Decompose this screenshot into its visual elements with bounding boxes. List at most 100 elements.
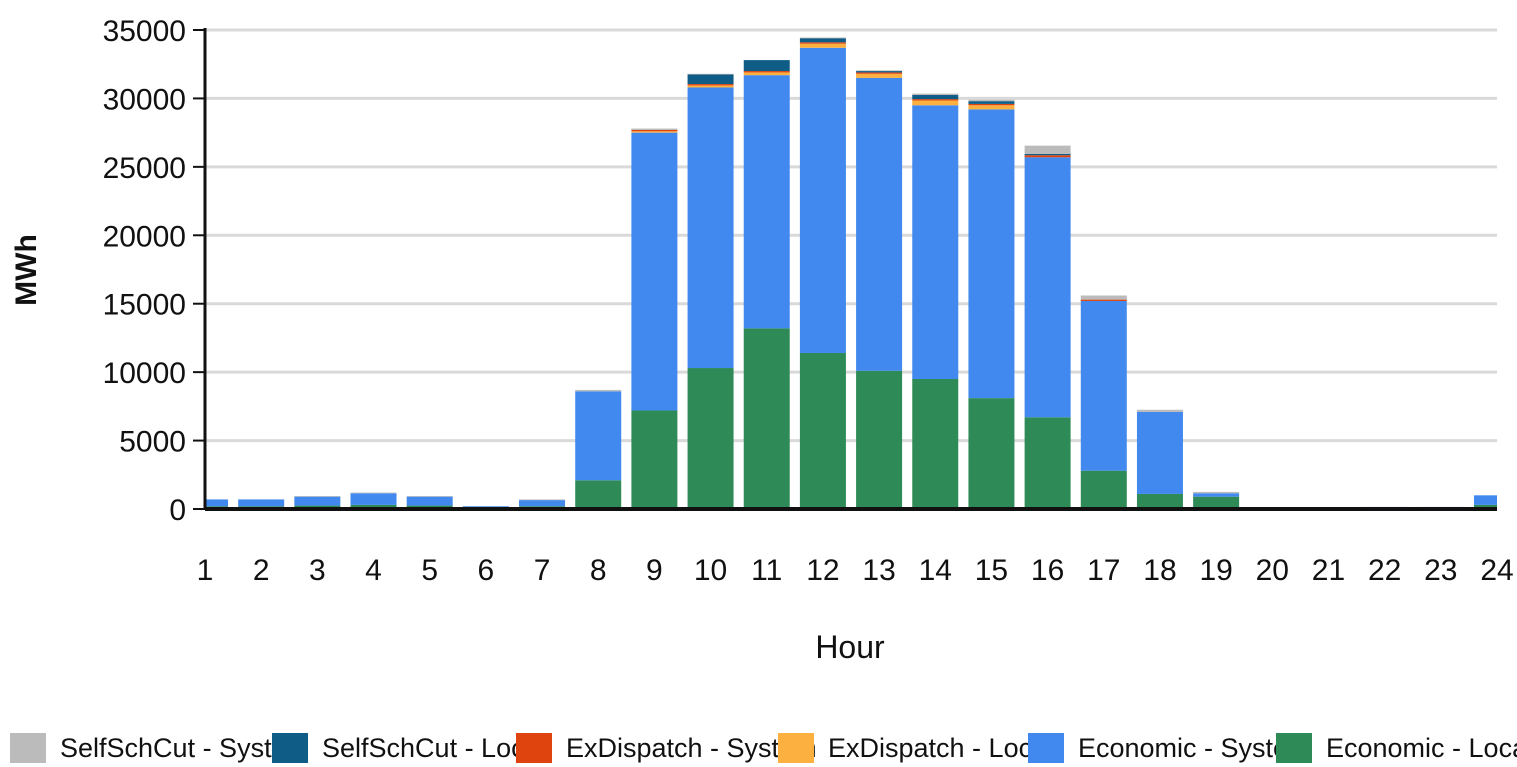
x-tick-label: 14 — [919, 554, 952, 587]
bar-segment — [799, 43, 846, 48]
x-tick-label: 15 — [975, 554, 1008, 587]
x-tick-label: 9 — [646, 554, 663, 587]
x-tick-label: 7 — [534, 554, 551, 587]
legend-swatch — [272, 733, 308, 763]
bar-segment — [687, 368, 734, 509]
bar-segment — [799, 37, 846, 39]
bar-segment — [687, 85, 734, 88]
bar-segment — [1024, 417, 1071, 509]
x-tick-label: 8 — [590, 554, 607, 587]
bar-segment — [856, 72, 903, 74]
x-tick-label: 21 — [1312, 554, 1345, 587]
bar-segment — [912, 95, 959, 100]
bar-segment — [968, 101, 1015, 104]
bar-segment — [1193, 491, 1240, 494]
x-tick-label: 11 — [751, 554, 782, 587]
x-tick-label: 22 — [1368, 554, 1401, 587]
bar-stack-hour-14 — [912, 93, 959, 509]
bar-segment — [968, 105, 1015, 110]
bar-stack-hour-4 — [350, 492, 397, 509]
y-tick-label: 10000 — [103, 357, 186, 390]
x-tick-label: 24 — [1480, 554, 1513, 587]
legend-item[interactable]: ExDispatch - Local — [778, 730, 1053, 766]
bar-segment — [687, 73, 734, 75]
legend-swatch — [778, 733, 814, 763]
legend-label: SelfSchCut - System — [60, 732, 310, 763]
bar-segment — [1193, 493, 1240, 497]
bar-segment — [743, 72, 790, 76]
bars — [205, 37, 1497, 509]
gridlines — [205, 28, 1497, 443]
bar-segment — [519, 500, 566, 507]
bar-segment — [968, 109, 1015, 399]
bar-segment — [799, 352, 846, 509]
bar-segment — [1474, 495, 1497, 505]
bar-segment — [1136, 411, 1183, 494]
legend-item[interactable]: SelfSchCut - System — [10, 730, 309, 766]
bar-segment — [1080, 470, 1127, 509]
bar-segment — [1024, 155, 1071, 158]
x-tick-label: 10 — [694, 554, 727, 587]
bar-segment — [687, 84, 734, 86]
bar-segment — [575, 389, 622, 392]
bar-segment — [519, 499, 566, 501]
bar-segment — [743, 328, 790, 509]
bar-segment — [968, 99, 1015, 102]
bar-segment — [1136, 493, 1183, 509]
bar-segment — [912, 93, 959, 96]
bar-segment — [743, 71, 790, 73]
legend-label: Economic - Local — [1326, 732, 1517, 763]
bar-segment — [687, 74, 734, 85]
bar-stack-hour-15 — [968, 99, 1015, 509]
x-tick-label: 4 — [365, 554, 382, 587]
bar-stack-hour-9 — [631, 128, 678, 509]
bar-segment — [1474, 504, 1497, 509]
x-tick-label: 1 — [197, 554, 214, 587]
bar-segment — [687, 87, 734, 369]
bar-segment — [350, 504, 397, 509]
x-tick-label: 19 — [1199, 554, 1232, 587]
legend-swatch — [1028, 733, 1064, 763]
legend-item[interactable]: Economic - Local — [1276, 730, 1517, 766]
bar-segment — [1136, 409, 1183, 412]
y-tick-label: 30000 — [103, 83, 186, 116]
bar-stack-hour-12 — [799, 37, 846, 509]
bar-segment — [631, 410, 678, 509]
y-axis-title: MWh — [10, 234, 43, 306]
x-axis-title: Hour — [815, 629, 885, 665]
bar-segment — [631, 131, 678, 133]
legend-item[interactable]: Economic - System — [1028, 730, 1311, 766]
legend-label: ExDispatch - Local — [828, 732, 1054, 763]
x-tick-label: 23 — [1424, 554, 1457, 587]
bar-segment — [856, 370, 903, 509]
legend-item[interactable]: ExDispatch - System — [516, 730, 817, 766]
legend-label: SelfSchCut - Local — [322, 732, 546, 763]
axes — [203, 28, 1497, 511]
bar-segment — [856, 71, 903, 73]
x-tick-label: 2 — [253, 554, 270, 587]
y-tick-label: 15000 — [103, 289, 186, 322]
x-tick-label: 13 — [862, 554, 895, 587]
bar-segment — [575, 391, 622, 481]
bar-stack-hour-16 — [1024, 145, 1071, 509]
bar-segment — [1080, 300, 1127, 471]
x-tick-label: 17 — [1087, 554, 1120, 587]
y-tick-label: 35000 — [103, 15, 186, 48]
bar-segment — [799, 38, 846, 43]
x-tick-label: 20 — [1256, 554, 1289, 587]
legend-label: ExDispatch - System — [566, 732, 817, 763]
bar-segment — [1024, 157, 1071, 418]
y-tick-label: 0 — [169, 494, 186, 527]
legend-item[interactable]: SelfSchCut - Local — [272, 730, 546, 766]
x-tick-label: 6 — [478, 554, 495, 587]
x-tick-label: 12 — [806, 554, 839, 587]
bar-segment — [406, 495, 453, 497]
bar-stack-hour-24 — [1474, 495, 1497, 509]
bar-segment — [968, 398, 1015, 509]
x-axis-ticks: 1 2 3 4 5 6 7 8 9 10 11 12 13 14 15 16 17 18 19 20 21 22 23 24 — [197, 554, 1514, 587]
bar-stack-hour-13 — [856, 70, 903, 509]
bar-segment — [462, 506, 509, 508]
bar-segment — [743, 60, 790, 72]
bar-segment — [631, 128, 678, 130]
